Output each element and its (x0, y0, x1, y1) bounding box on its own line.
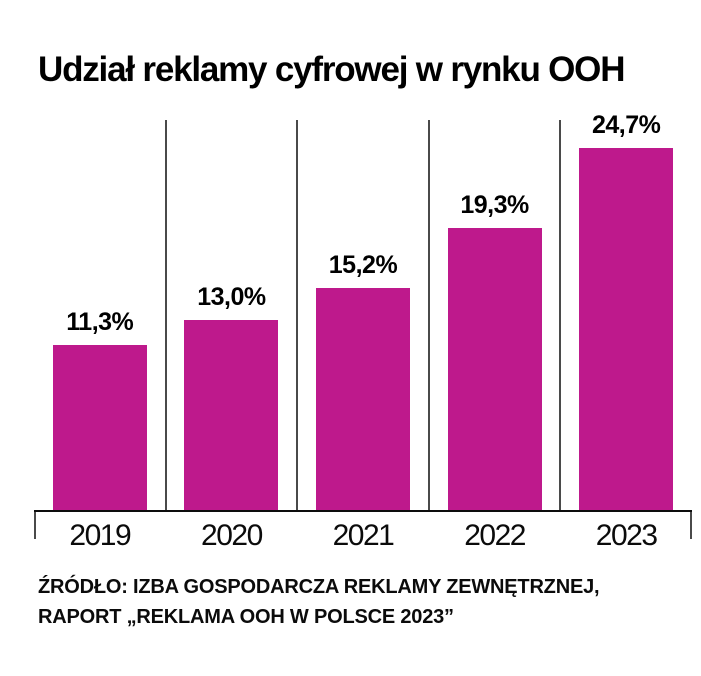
bar-value-label-2023: 24,7% (591, 111, 661, 139)
bar-value-label-2020: 13,0% (197, 283, 266, 311)
bar-value-label-2019: 11,3% (66, 308, 134, 336)
x-axis-label-2019: 2019 (69, 519, 131, 552)
gridline (296, 120, 299, 512)
bar-column-2019: 11,3% (34, 120, 166, 512)
bar-value-label-2022: 19,3% (460, 191, 529, 219)
x-axis-label-2022: 2022 (464, 519, 526, 552)
bar-columns: 11,3% 13,0% 15,2% 19,3% 24,7% (34, 111, 692, 512)
x-axis-label-2020: 2020 (201, 519, 263, 552)
axis-tick-left (34, 512, 36, 539)
bar-2021 (315, 288, 410, 512)
x-axis-line (34, 510, 692, 512)
source-line-2: RAPORT „REKLAMA OOH W POLSCE 2023” (38, 606, 454, 628)
bar-column-2020: 13,0% (166, 120, 298, 512)
bar-2019 (52, 345, 147, 512)
bar-2022 (447, 228, 542, 512)
bar-column-2021: 15,2% (297, 120, 429, 512)
source-note: ŹRÓDŁO: IZBA GOSPODARCZA REKLAMY ZEWNĘTR… (38, 572, 600, 632)
gridline (164, 120, 167, 512)
bar-2023 (579, 148, 674, 512)
bar-2020 (184, 320, 279, 512)
plot-area: 11,3% 13,0% 15,2% 19,3% 24,7% (34, 111, 692, 539)
bar-value-label-2021: 15,2% (328, 251, 398, 279)
gridline (559, 120, 562, 512)
x-axis-label-2021: 2021 (332, 519, 395, 552)
bar-column-2022: 19,3% (429, 120, 561, 512)
x-axis-label-2023: 2023 (595, 519, 658, 552)
gridline (427, 120, 430, 512)
chart-title: Udział reklamy cyfrowej w rynku OOH (38, 50, 625, 89)
x-axis-labels: 2019 2020 2021 2022 2023 (34, 518, 692, 554)
axis-tick-right (690, 512, 692, 539)
source-line-1: ŹRÓDŁO: IZBA GOSPODARCZA REKLAMY ZEWNĘTR… (38, 576, 600, 598)
bar-column-2023: 24,7% (560, 111, 692, 512)
